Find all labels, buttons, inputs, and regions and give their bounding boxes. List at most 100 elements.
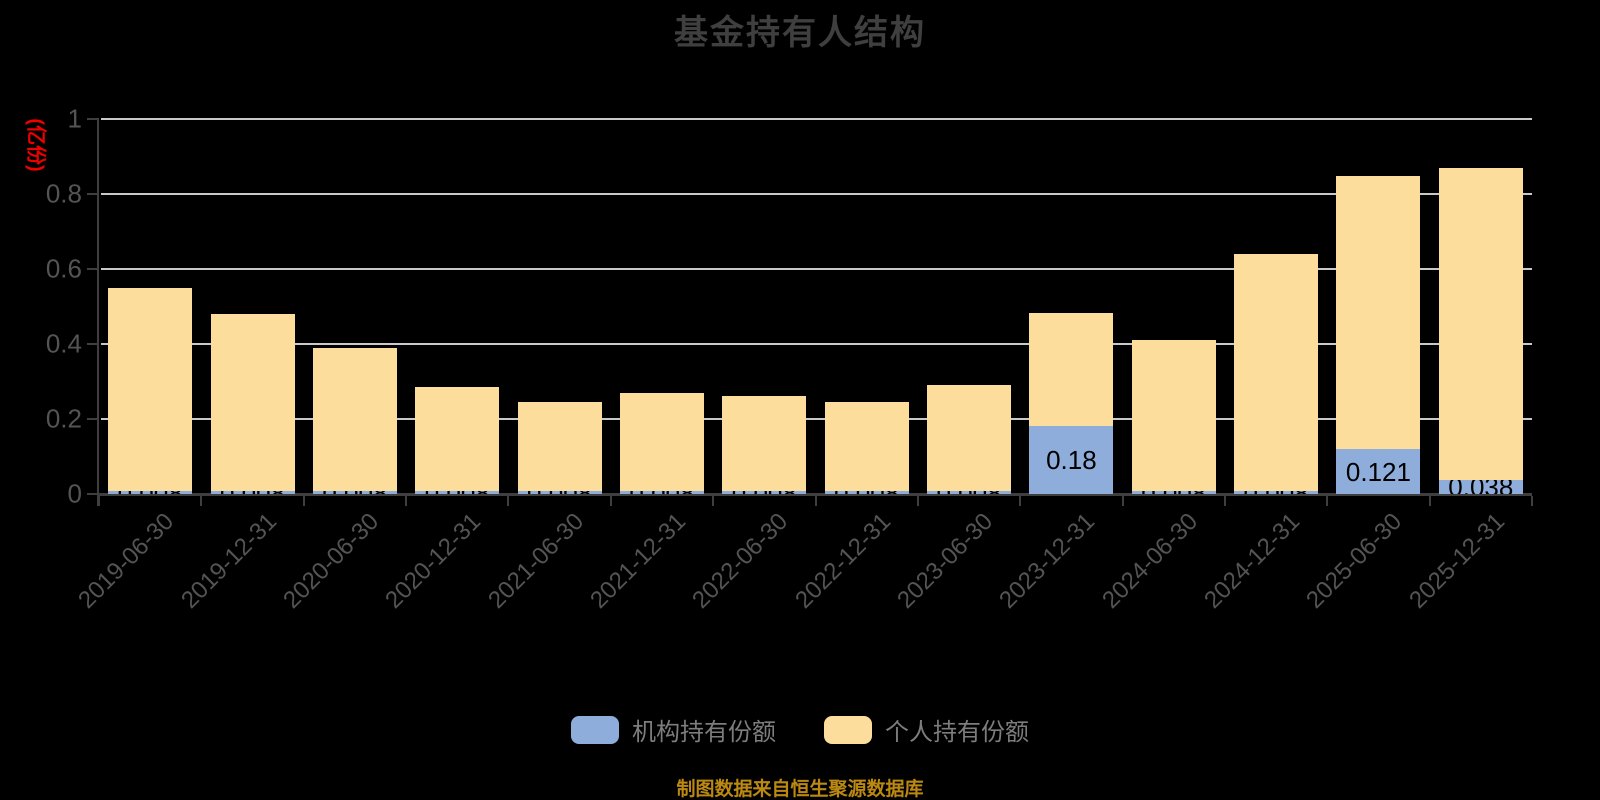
bar-segment-personal[interactable]	[1336, 176, 1421, 449]
bar-segment-personal[interactable]	[619, 393, 704, 491]
y-axis-tick	[87, 118, 99, 120]
bar-value-label: 0.008	[834, 491, 899, 494]
bar-segment-institution[interactable]: 0.008	[824, 491, 909, 494]
x-axis-label: 2025-12-31	[1404, 508, 1510, 614]
bar-segment-institution[interactable]: 0.008	[517, 491, 602, 494]
y-axis-label: 0.6	[45, 253, 82, 284]
bar-segment-institution[interactable]: 0.008	[927, 491, 1012, 494]
bar-value-label: 0.038	[1448, 480, 1513, 494]
bar-segment-personal[interactable]	[517, 402, 602, 491]
bar-value-label: 0.008	[322, 491, 387, 494]
bar-segment-institution[interactable]: 0.008	[415, 491, 500, 494]
x-axis-tick	[1531, 496, 1533, 506]
bar-segment-institution[interactable]: 0.008	[108, 491, 193, 494]
bar-value-label: 0.008	[1244, 491, 1309, 494]
legend-swatch-personal	[824, 715, 872, 744]
x-axis-label: 2022-12-31	[789, 508, 896, 614]
x-axis-line	[98, 493, 1532, 496]
x-axis-tick	[200, 496, 203, 506]
bar-value-label: 0.008	[220, 491, 285, 494]
x-axis-label: 2019-06-30	[73, 508, 180, 614]
gridline	[101, 268, 1532, 270]
y-axis-label: 0.2	[45, 403, 82, 434]
x-axis-label: 2023-12-31	[994, 508, 1101, 614]
bar-segment-institution[interactable]: 0.008	[210, 491, 295, 494]
x-axis-tick	[302, 496, 305, 506]
bar-segment-personal[interactable]	[415, 387, 500, 491]
bar-segment-institution[interactable]: 0.008	[1131, 491, 1216, 494]
x-axis-label: 2024-12-31	[1199, 508, 1306, 614]
data-source-note: 制图数据来自恒生聚源数据库	[676, 779, 924, 800]
chart-title: 基金持有人结构	[674, 14, 926, 52]
legend: 机构持有份额 个人持有份额	[0, 712, 1600, 747]
gridline	[101, 343, 1532, 345]
legend-label-institution: 机构持有份额	[632, 719, 776, 746]
legend-swatch-institution	[571, 715, 619, 744]
x-axis-tick	[1121, 496, 1124, 506]
x-axis-label: 2020-06-30	[278, 508, 384, 614]
y-axis-tick	[87, 493, 99, 495]
bar-segment-institution[interactable]: 0.008	[312, 491, 397, 494]
x-axis-label: 2019-12-31	[175, 508, 282, 614]
x-axis-label: 2024-06-30	[1096, 508, 1203, 614]
y-axis-tick	[87, 418, 99, 420]
bar-value-label: 0.008	[629, 491, 694, 494]
bar-value-label: 0.121	[1345, 456, 1411, 487]
x-axis-tick	[1326, 496, 1329, 506]
bar-segment-personal[interactable]	[1438, 168, 1523, 480]
bar-segment-institution[interactable]: 0.008	[722, 491, 807, 494]
x-axis-label: 2022-06-30	[687, 508, 794, 614]
bar-value-label: 0.008	[1141, 491, 1206, 494]
x-axis-tick	[507, 496, 510, 506]
x-axis-tick	[712, 496, 715, 506]
bar-segment-institution[interactable]: 0.038	[1438, 480, 1523, 494]
y-axis-line	[97, 119, 99, 506]
x-axis-label: 2023-06-30	[892, 508, 999, 614]
bar-segment-institution[interactable]: 0.18	[1029, 426, 1114, 494]
x-axis-tick	[405, 496, 408, 506]
y-axis-label: 0.8	[45, 178, 82, 209]
bar-value-label: 0.008	[527, 491, 592, 494]
gridline	[101, 418, 1532, 420]
gridline	[101, 118, 1532, 120]
bar-value-label: 0.008	[118, 491, 183, 494]
bar-segment-personal[interactable]	[1234, 254, 1319, 491]
x-axis-label: 2020-12-31	[380, 508, 487, 614]
x-axis-tick	[916, 496, 919, 506]
x-axis-tick	[1223, 496, 1226, 506]
bar-segment-institution[interactable]: 0.008	[1234, 491, 1319, 494]
legend-item-institution[interactable]: 机构持有份额	[571, 712, 776, 747]
x-axis-tick	[1428, 496, 1431, 506]
y-axis-tick	[87, 193, 99, 195]
y-axis-label: 1	[67, 103, 82, 134]
bar-segment-personal[interactable]	[1131, 340, 1216, 491]
x-axis-label: 2025-06-30	[1301, 508, 1408, 614]
bar-value-label: 0.008	[425, 491, 490, 494]
x-axis-label: 2021-06-30	[482, 508, 589, 614]
bar-value-label: 0.008	[936, 491, 1001, 494]
bar-value-label: 0.18	[1046, 445, 1097, 475]
y-axis-tick	[87, 268, 99, 270]
y-axis-label: 0.4	[45, 328, 82, 359]
bar-segment-personal[interactable]	[210, 314, 295, 491]
x-axis-label: 2021-12-31	[585, 508, 692, 614]
y-axis-tick	[87, 343, 99, 345]
x-axis-tick	[98, 496, 100, 506]
bar-segment-personal[interactable]	[312, 348, 397, 491]
gridline	[101, 193, 1532, 195]
bar-segment-personal[interactable]	[108, 288, 193, 491]
y-axis-label: 0	[67, 478, 82, 509]
bar-segment-personal[interactable]	[824, 402, 909, 491]
bar-segment-institution[interactable]: 0.008	[619, 491, 704, 494]
bar-segment-institution[interactable]: 0.121	[1336, 449, 1421, 494]
legend-item-personal[interactable]: 个人持有份额	[824, 712, 1029, 747]
legend-label-personal: 个人持有份额	[885, 719, 1029, 746]
x-axis-tick	[1019, 496, 1022, 506]
x-axis-tick	[814, 496, 817, 506]
bar-segment-personal[interactable]	[722, 396, 807, 491]
bar-segment-personal[interactable]	[927, 385, 1012, 491]
bar-segment-personal[interactable]	[1029, 313, 1114, 426]
x-axis-tick	[609, 496, 612, 506]
bar-value-label: 0.008	[732, 491, 797, 494]
